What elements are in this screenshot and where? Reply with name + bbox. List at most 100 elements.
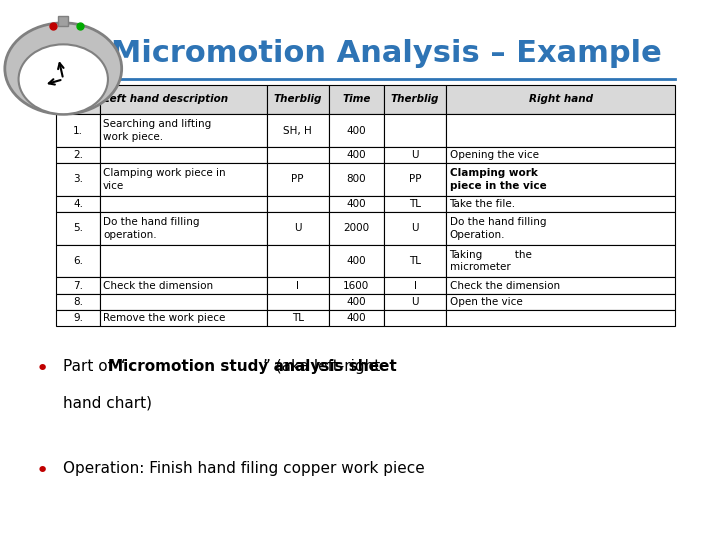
Bar: [56, 310, 99, 326]
Bar: [384, 278, 446, 294]
Bar: [384, 310, 446, 326]
Bar: [384, 196, 446, 212]
Bar: [56, 114, 99, 147]
Text: TL: TL: [409, 199, 421, 209]
Bar: [328, 278, 384, 294]
Bar: [446, 114, 675, 147]
Bar: [99, 114, 266, 147]
Text: Do the hand filling
Operation.: Do the hand filling Operation.: [449, 217, 546, 240]
Bar: [384, 163, 446, 196]
Text: Left hand description: Left hand description: [103, 94, 228, 104]
Text: Micromotion study analysis sheet: Micromotion study analysis sheet: [108, 359, 397, 374]
Bar: [99, 310, 266, 326]
Text: 9.: 9.: [73, 313, 83, 323]
Bar: [328, 85, 384, 114]
Text: 400: 400: [346, 313, 366, 323]
Text: I: I: [414, 281, 417, 291]
Text: Opening the vice: Opening the vice: [449, 150, 539, 160]
Circle shape: [5, 23, 122, 114]
Text: U: U: [411, 150, 419, 160]
Bar: [99, 212, 266, 245]
Circle shape: [19, 44, 108, 114]
Bar: [328, 196, 384, 212]
Bar: [384, 114, 446, 147]
Text: 8.: 8.: [73, 297, 83, 307]
Bar: [56, 196, 99, 212]
Text: PP: PP: [292, 174, 304, 185]
Text: I: I: [296, 281, 299, 291]
Bar: [446, 294, 675, 310]
Text: U: U: [294, 224, 302, 233]
Bar: [446, 245, 675, 278]
Text: 7.: 7.: [73, 281, 83, 291]
Bar: [446, 310, 675, 326]
Text: Right hand: Right hand: [528, 94, 593, 104]
Bar: [99, 245, 266, 278]
Bar: [384, 147, 446, 163]
Bar: [99, 85, 266, 114]
Text: 800: 800: [346, 174, 366, 185]
Text: U: U: [411, 297, 419, 307]
Text: 400: 400: [346, 150, 366, 160]
Bar: [266, 278, 328, 294]
Bar: [446, 147, 675, 163]
Bar: [446, 278, 675, 294]
Bar: [328, 310, 384, 326]
Bar: [266, 212, 328, 245]
Bar: [56, 85, 99, 114]
Text: 1600: 1600: [343, 281, 369, 291]
Bar: [99, 163, 266, 196]
Text: ” (aka left-right: ” (aka left-right: [263, 359, 380, 374]
Text: •: •: [36, 359, 49, 379]
Text: U: U: [411, 224, 419, 233]
Text: •: •: [36, 461, 49, 481]
Text: 400: 400: [346, 199, 366, 209]
Text: Micromotion Analysis – Example: Micromotion Analysis – Example: [111, 39, 662, 68]
Text: 2.: 2.: [73, 150, 83, 160]
Text: Taking          the
micrometer: Taking the micrometer: [449, 250, 532, 272]
Text: Take the file.: Take the file.: [449, 199, 516, 209]
Text: Searching and lifting
work piece.: Searching and lifting work piece.: [103, 119, 212, 141]
Bar: [56, 212, 99, 245]
Bar: [328, 294, 384, 310]
Text: hand chart): hand chart): [63, 395, 152, 410]
Bar: [328, 114, 384, 147]
Text: 3.: 3.: [73, 174, 83, 185]
Bar: [99, 278, 266, 294]
Text: Therblig: Therblig: [274, 94, 322, 104]
Text: Open the vice: Open the vice: [449, 297, 522, 307]
Bar: [99, 147, 266, 163]
Text: TL: TL: [292, 313, 304, 323]
Bar: [446, 196, 675, 212]
Bar: [384, 245, 446, 278]
Bar: [446, 212, 675, 245]
Text: Remove the work piece: Remove the work piece: [103, 313, 225, 323]
Text: 1.: 1.: [73, 125, 83, 136]
Text: Operation: Finish hand filing copper work piece: Operation: Finish hand filing copper wor…: [63, 461, 425, 476]
Bar: [266, 85, 328, 114]
Bar: [56, 147, 99, 163]
Text: 2000: 2000: [343, 224, 369, 233]
Bar: [266, 163, 328, 196]
Text: S.No.: S.No.: [63, 94, 94, 104]
Text: Clamping work piece in
vice: Clamping work piece in vice: [103, 168, 226, 191]
Text: Check the dimension: Check the dimension: [449, 281, 559, 291]
Text: Clamping work
piece in the vice: Clamping work piece in the vice: [449, 168, 546, 191]
Bar: [56, 245, 99, 278]
Text: 6.: 6.: [73, 256, 83, 266]
Text: 5.: 5.: [73, 224, 83, 233]
Text: Time: Time: [342, 94, 371, 104]
Bar: [328, 245, 384, 278]
Text: SH, H: SH, H: [283, 125, 312, 136]
Text: Do the hand filling
operation.: Do the hand filling operation.: [103, 217, 199, 240]
Bar: [266, 196, 328, 212]
Bar: [56, 294, 99, 310]
Bar: [99, 294, 266, 310]
Bar: [384, 212, 446, 245]
Text: 4.: 4.: [73, 199, 83, 209]
Text: 400: 400: [346, 256, 366, 266]
Bar: [328, 212, 384, 245]
Bar: [328, 147, 384, 163]
Bar: [99, 196, 266, 212]
Bar: [384, 294, 446, 310]
